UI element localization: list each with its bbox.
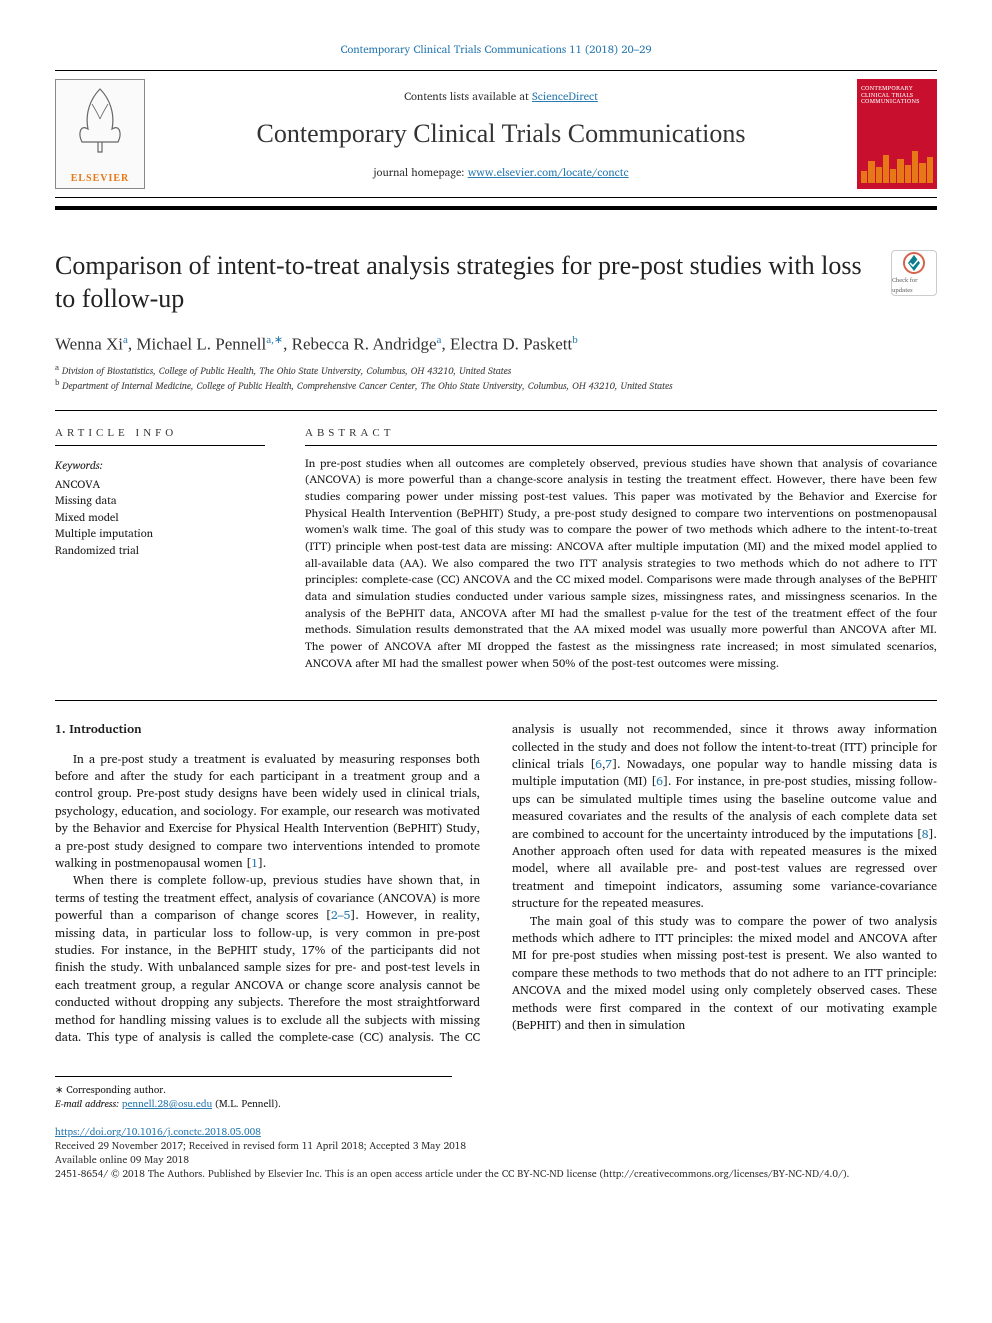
affiliations: a Division of Biostatistics, College of … [55,363,937,394]
keyword-item: Multiple imputation [55,525,265,542]
header-center: Contents lists available at ScienceDirec… [145,87,857,181]
ref-link[interactable]: 1 [251,854,258,873]
sciencedirect-link[interactable]: ScienceDirect [532,87,598,105]
ref-link[interactable]: 6 [595,755,602,774]
article-info-heading: ARTICLE INFO [55,427,265,446]
corresponding-author-note: ∗ Corresponding author. [55,1083,452,1097]
journal-homepage: journal homepage: www.elsevier.com/locat… [145,163,857,181]
keyword-item: ANCOVA [55,476,265,493]
journal-cover-thumbnail: CONTEMPORARY CLINICAL TRIALS COMMUNICATI… [857,79,937,189]
journal-homepage-link[interactable]: www.elsevier.com/locate/conctc [468,163,629,181]
copyright-line: 2451-8654/ © 2018 The Authors. Published… [55,1166,849,1182]
header-rule [55,206,937,210]
body-paragraph: The main goal of this study was to compa… [512,913,937,1035]
keyword-item: Mixed model [55,509,265,526]
publisher-name: ELSEVIER [71,173,130,184]
journal-header: ELSEVIER Contents lists available at Sci… [55,70,937,198]
article-info-column: ARTICLE INFO Keywords: ANCOVAMissing dat… [55,427,265,673]
check-updates-label: Check for updates [892,275,936,295]
cover-title: CONTEMPORARY CLINICAL TRIALS COMMUNICATI… [861,85,933,105]
journal-title: Contemporary Clinical Trials Communicati… [145,119,857,149]
tree-icon [70,84,130,154]
corresponding-email-link[interactable]: pennell.28@osu.edu [122,1096,212,1112]
body-text: 1. Introduction In a pre-post study a tr… [55,721,937,1046]
running-header: Contemporary Clinical Trials Communicati… [55,40,937,58]
abstract-heading: ABSTRACT [305,427,937,446]
contents-available: Contents lists available at ScienceDirec… [145,87,857,105]
section-1-heading: 1. Introduction [55,721,480,738]
keywords-label: Keywords: [55,456,265,474]
ref-link[interactable]: 2–5 [331,906,351,925]
abstract-column: ABSTRACT In pre-post studies when all ou… [305,427,937,673]
check-updates-icon [902,251,926,275]
abstract-body-separator [55,700,937,701]
publisher-logo: ELSEVIER [55,79,145,189]
publication-footer: https://doi.org/10.1016/j.conctc.2018.05… [55,1125,937,1181]
footnotes: ∗ Corresponding author. E-mail address: … [55,1076,452,1111]
body-paragraph: In a pre-post study a treatment is evalu… [55,751,480,873]
email-line: E-mail address: pennell.28@osu.edu (M.L.… [55,1097,452,1111]
separator [55,410,937,411]
keywords-list: ANCOVAMissing dataMixed modelMultiple im… [55,476,265,559]
article-title: Comparison of intent-to-treat analysis s… [55,250,871,315]
keyword-item: Randomized trial [55,542,265,559]
abstract-text: In pre-post studies when all outcomes ar… [305,456,937,673]
ref-link[interactable]: 8 [922,825,929,844]
keyword-item: Missing data [55,492,265,509]
cover-bars-icon [861,143,933,183]
authors-line: Wenna Xia, Michael L. Pennella,∗, Rebecc… [55,333,937,355]
citation-line: Contemporary Clinical Trials Communicati… [340,40,651,58]
check-updates-badge[interactable]: Check for updates [891,250,937,296]
